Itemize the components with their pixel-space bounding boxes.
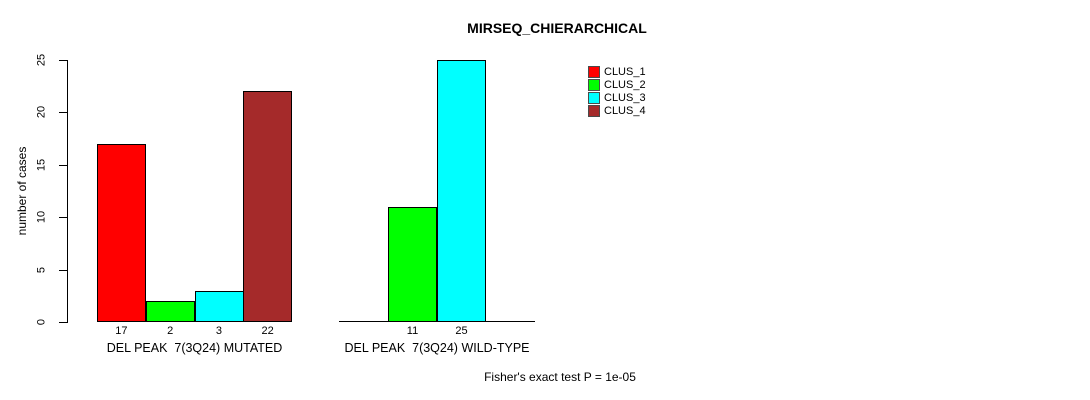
legend-item-clus_1: CLUS_1 bbox=[588, 66, 646, 78]
legend-item-label: CLUS_3 bbox=[604, 92, 646, 104]
legend-item-label: CLUS_1 bbox=[604, 66, 646, 78]
legend-swatch bbox=[588, 79, 600, 91]
legend-swatch bbox=[588, 66, 600, 78]
bar-value-label: 22 bbox=[261, 325, 274, 337]
chart-title: MIRSEQ_CHIERARCHICAL bbox=[467, 20, 647, 36]
legend-item-clus_3: CLUS_3 bbox=[588, 92, 646, 104]
bar-clus_1 bbox=[97, 144, 146, 322]
bar-clus_2 bbox=[388, 207, 437, 322]
y-tick-label: 10 bbox=[35, 210, 48, 224]
bar-clus_3 bbox=[437, 60, 486, 322]
y-tick-label: 25 bbox=[35, 53, 48, 67]
legend-swatch bbox=[588, 92, 600, 104]
group-label: DEL PEAK 7(3Q24) WILD-TYPE bbox=[344, 341, 530, 355]
y-tick bbox=[59, 60, 68, 61]
bar-value-label: 11 bbox=[406, 325, 419, 337]
group-label: DEL PEAK 7(3Q24) MUTATED bbox=[106, 341, 283, 355]
y-tick bbox=[59, 217, 68, 218]
legend-item-clus_2: CLUS_2 bbox=[588, 79, 646, 91]
bar-value-label: 25 bbox=[455, 325, 468, 337]
footnote-text: Fisher's exact test P = 1e-05 bbox=[484, 370, 636, 384]
legend-item-label: CLUS_4 bbox=[604, 105, 646, 117]
y-tick bbox=[59, 322, 68, 323]
bar-value-label: 3 bbox=[215, 325, 222, 337]
y-tick-label: 20 bbox=[35, 105, 48, 119]
y-tick-label: 0 bbox=[35, 318, 48, 326]
y-tick bbox=[59, 165, 68, 166]
y-axis-label: number of cases bbox=[15, 146, 29, 236]
legend-item-clus_4: CLUS_4 bbox=[588, 105, 646, 117]
legend-item-label: CLUS_2 bbox=[604, 79, 646, 91]
y-tick-label: 15 bbox=[35, 158, 48, 172]
bar-clus_3 bbox=[195, 291, 244, 322]
bar-value-label: 17 bbox=[115, 325, 128, 337]
bar-value-label: 2 bbox=[167, 325, 174, 337]
y-tick-label: 5 bbox=[35, 266, 48, 274]
legend-swatch bbox=[588, 105, 600, 117]
bar-clus_4 bbox=[243, 91, 292, 322]
y-axis-line bbox=[67, 60, 68, 323]
y-tick bbox=[59, 270, 68, 271]
y-tick bbox=[59, 112, 68, 113]
bar-clus_2 bbox=[146, 301, 195, 322]
